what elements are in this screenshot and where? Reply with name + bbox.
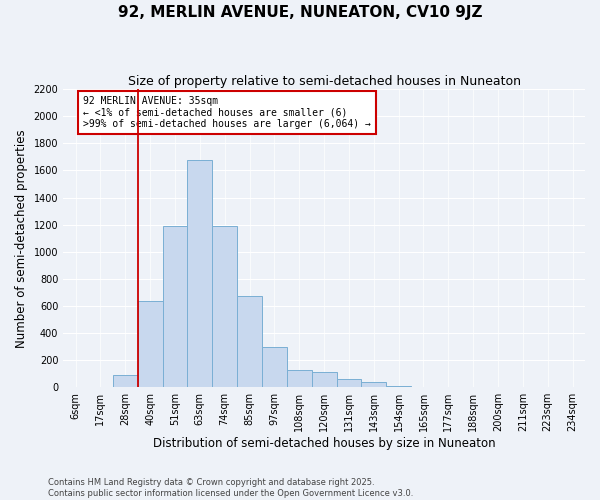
Bar [436, 386, 461, 387]
Bar [163, 226, 187, 387]
X-axis label: Distribution of semi-detached houses by size in Nuneaton: Distribution of semi-detached houses by … [153, 437, 496, 450]
Bar [113, 375, 138, 387]
Bar [63, 386, 88, 387]
Bar [287, 370, 311, 387]
Bar [560, 386, 585, 387]
Bar [311, 372, 337, 387]
Bar [212, 226, 237, 387]
Bar [237, 296, 262, 387]
Text: Contains HM Land Registry data © Crown copyright and database right 2025.
Contai: Contains HM Land Registry data © Crown c… [48, 478, 413, 498]
Bar [138, 300, 163, 387]
Y-axis label: Number of semi-detached properties: Number of semi-detached properties [15, 129, 28, 348]
Bar [88, 386, 113, 387]
Title: Size of property relative to semi-detached houses in Nuneaton: Size of property relative to semi-detach… [128, 75, 521, 88]
Bar [411, 386, 436, 387]
Bar [262, 346, 287, 387]
Bar [386, 386, 411, 387]
Text: 92 MERLIN AVENUE: 35sqm
← <1% of semi-detached houses are smaller (6)
>99% of se: 92 MERLIN AVENUE: 35sqm ← <1% of semi-de… [83, 96, 371, 129]
Bar [187, 160, 212, 387]
Bar [337, 379, 361, 387]
Bar [361, 382, 386, 387]
Text: 92, MERLIN AVENUE, NUNEATON, CV10 9JZ: 92, MERLIN AVENUE, NUNEATON, CV10 9JZ [118, 5, 482, 20]
